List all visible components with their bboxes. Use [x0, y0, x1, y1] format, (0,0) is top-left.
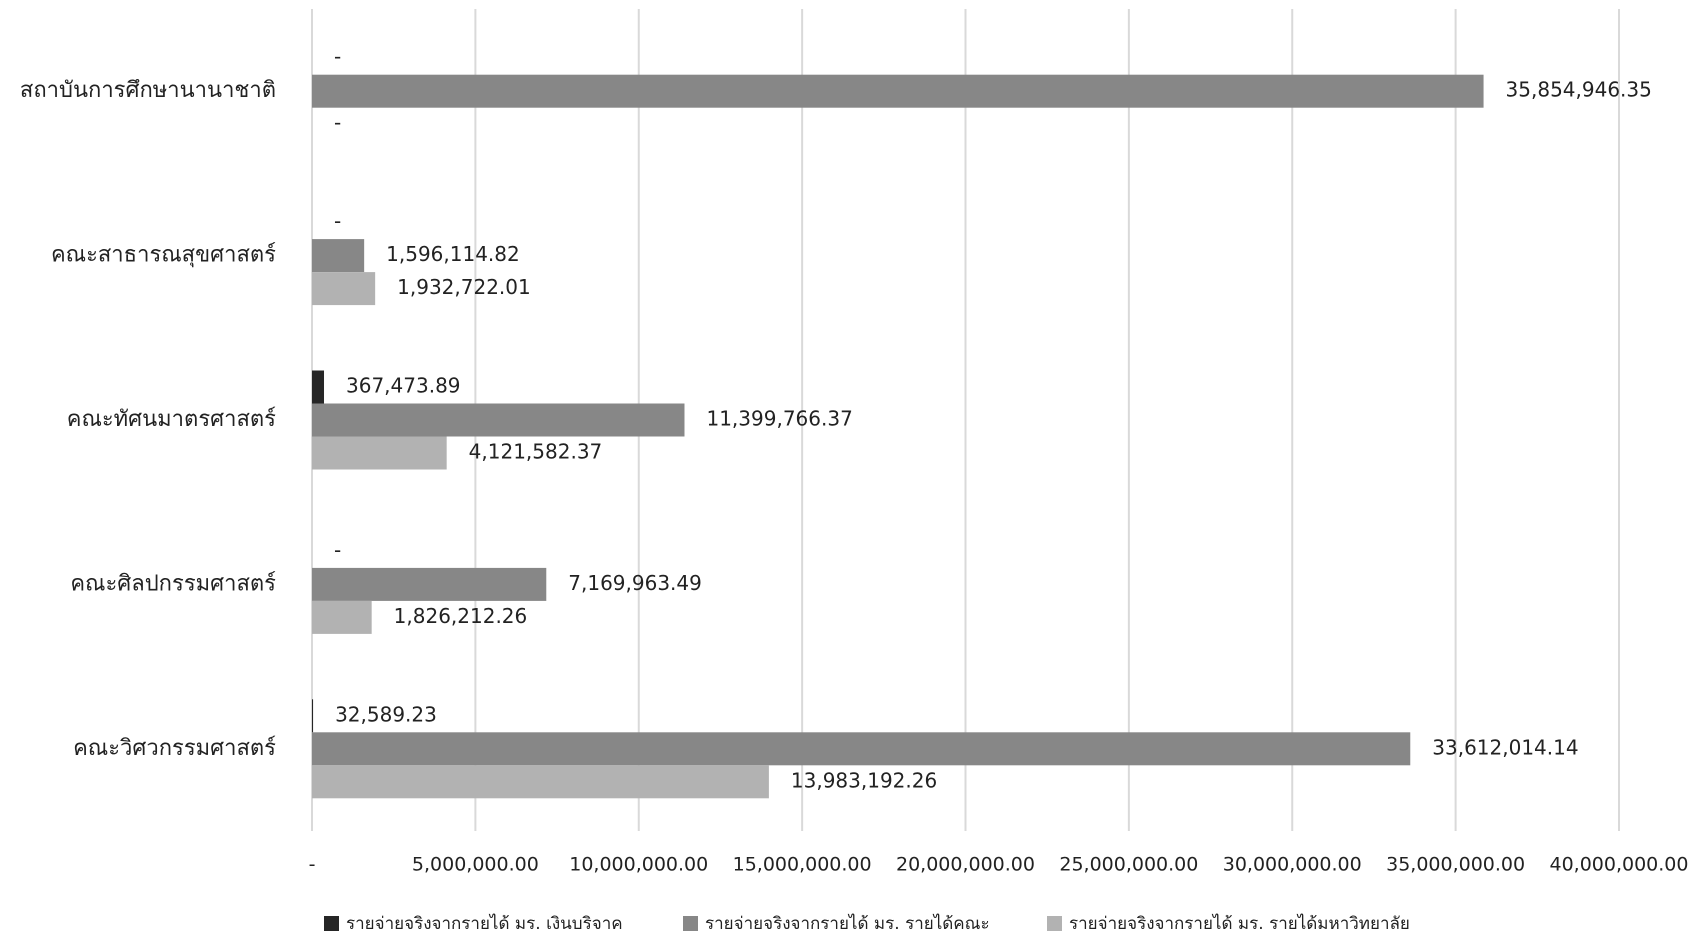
x-tick-label: 30,000,000.00	[1223, 854, 1362, 876]
x-tick-label: 40,000,000.00	[1549, 854, 1688, 876]
x-tick-label: 10,000,000.00	[569, 854, 708, 876]
x-tick-label: 25,000,000.00	[1059, 854, 1198, 876]
bar	[312, 370, 325, 404]
x-tick-label: 15,000,000.00	[733, 854, 872, 876]
value-label: 1,596,114.82	[386, 242, 520, 266]
value-label: 13,983,192.26	[791, 768, 937, 792]
legend-label: รายจ่ายจริงจากรายได้ มร. รายได้คณะ	[705, 913, 990, 934]
x-tick-label: 20,000,000.00	[896, 854, 1035, 876]
legend-label: รายจ่ายจริงจากรายได้ มร. รายได้มหาวิทยาล…	[1069, 913, 1410, 934]
value-label: 4,121,582.37	[469, 440, 603, 464]
value-label: 7,169,963.49	[568, 571, 702, 595]
x-tick-label: -	[309, 854, 316, 876]
value-label: 35,854,946.35	[1506, 78, 1652, 102]
category-label: สถาบันการศึกษานานาชาติ	[20, 78, 276, 103]
bar	[312, 239, 365, 273]
value-label: 11,399,766.37	[706, 407, 852, 431]
bar	[312, 403, 685, 437]
value-label: 33,612,014.14	[1432, 735, 1578, 759]
bar	[312, 600, 372, 634]
category-label: คณะวิศวกรรมศาสตร์	[73, 736, 276, 761]
value-label: -	[334, 45, 341, 69]
x-tick-label: 35,000,000.00	[1386, 854, 1525, 876]
value-label: 1,826,212.26	[394, 604, 528, 628]
legend-swatch	[324, 916, 339, 931]
bar	[312, 436, 447, 470]
category-label: คณะทัศนมาตรศาสตร์	[67, 407, 276, 432]
value-label: 32,589.23	[335, 702, 437, 726]
value-label: -	[334, 111, 341, 135]
legend-label: รายจ่ายจริงจากรายได้ มร. เงินบริจาค	[346, 913, 623, 934]
bar	[312, 272, 376, 306]
value-label: 367,473.89	[346, 374, 461, 398]
value-label: -	[334, 538, 341, 562]
legend-swatch	[1047, 916, 1062, 931]
category-label: คณะสาธารณสุขศาสตร์	[51, 243, 276, 268]
bar	[312, 699, 314, 733]
bar	[312, 765, 769, 799]
category-label: คณะศิลปกรรมศาสตร์	[70, 571, 276, 596]
value-label: 1,932,722.01	[397, 275, 531, 299]
bar	[312, 732, 1411, 766]
bar	[312, 74, 1484, 108]
x-tick-label: 5,000,000.00	[412, 854, 539, 876]
bar	[312, 567, 547, 601]
legend-swatch	[683, 916, 698, 931]
value-label: -	[334, 209, 341, 233]
